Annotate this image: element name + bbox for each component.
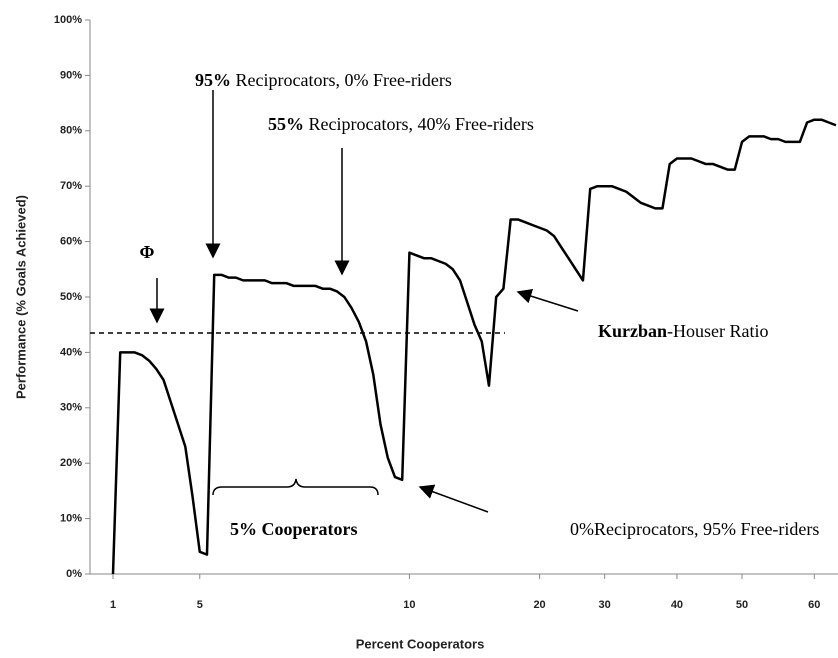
annotation: 55% Reciprocators, 40% Free-riders [268,114,534,134]
annotation: 95% Reciprocators, 0% Free-riders [195,70,452,90]
x-tick-label: 5 [197,599,203,611]
y-tick-label: 80% [60,125,82,137]
line [111,118,837,575]
y-tick-label: 100% [54,14,82,26]
y-axis-title: Performance (% Goals Achieved) [13,195,28,399]
x-tick-label: 30 [599,599,611,611]
annotation: Kurzban-Houser Ratio [598,321,769,341]
y-tick-label: 40% [60,346,82,358]
x-tick-label: 50 [736,599,748,611]
annotation: Φ [140,242,155,262]
x-tick-label: 10 [403,599,415,611]
annotation: 5% Cooperators [230,519,357,539]
x-tick-label: 40 [671,599,683,611]
y-tick-label: 30% [60,402,82,414]
y-tick-label: 50% [60,291,82,303]
annotation: 0%Reciprocators, 95% Free-riders [570,519,819,539]
x-tick-label: 60 [808,599,820,611]
y-tick-label: 10% [60,513,82,525]
x-tick-label: 20 [533,599,545,611]
y-tick-label: 90% [60,69,82,81]
y-tick-label: 20% [60,457,82,469]
x-tick-label: 1 [110,599,116,611]
arrows [149,90,579,513]
y-tick-label: 60% [60,236,82,248]
y-tick-label: 70% [60,180,82,192]
y-tick-label: 0% [66,568,82,580]
x-axis-title: Percent Cooperators [356,636,485,651]
